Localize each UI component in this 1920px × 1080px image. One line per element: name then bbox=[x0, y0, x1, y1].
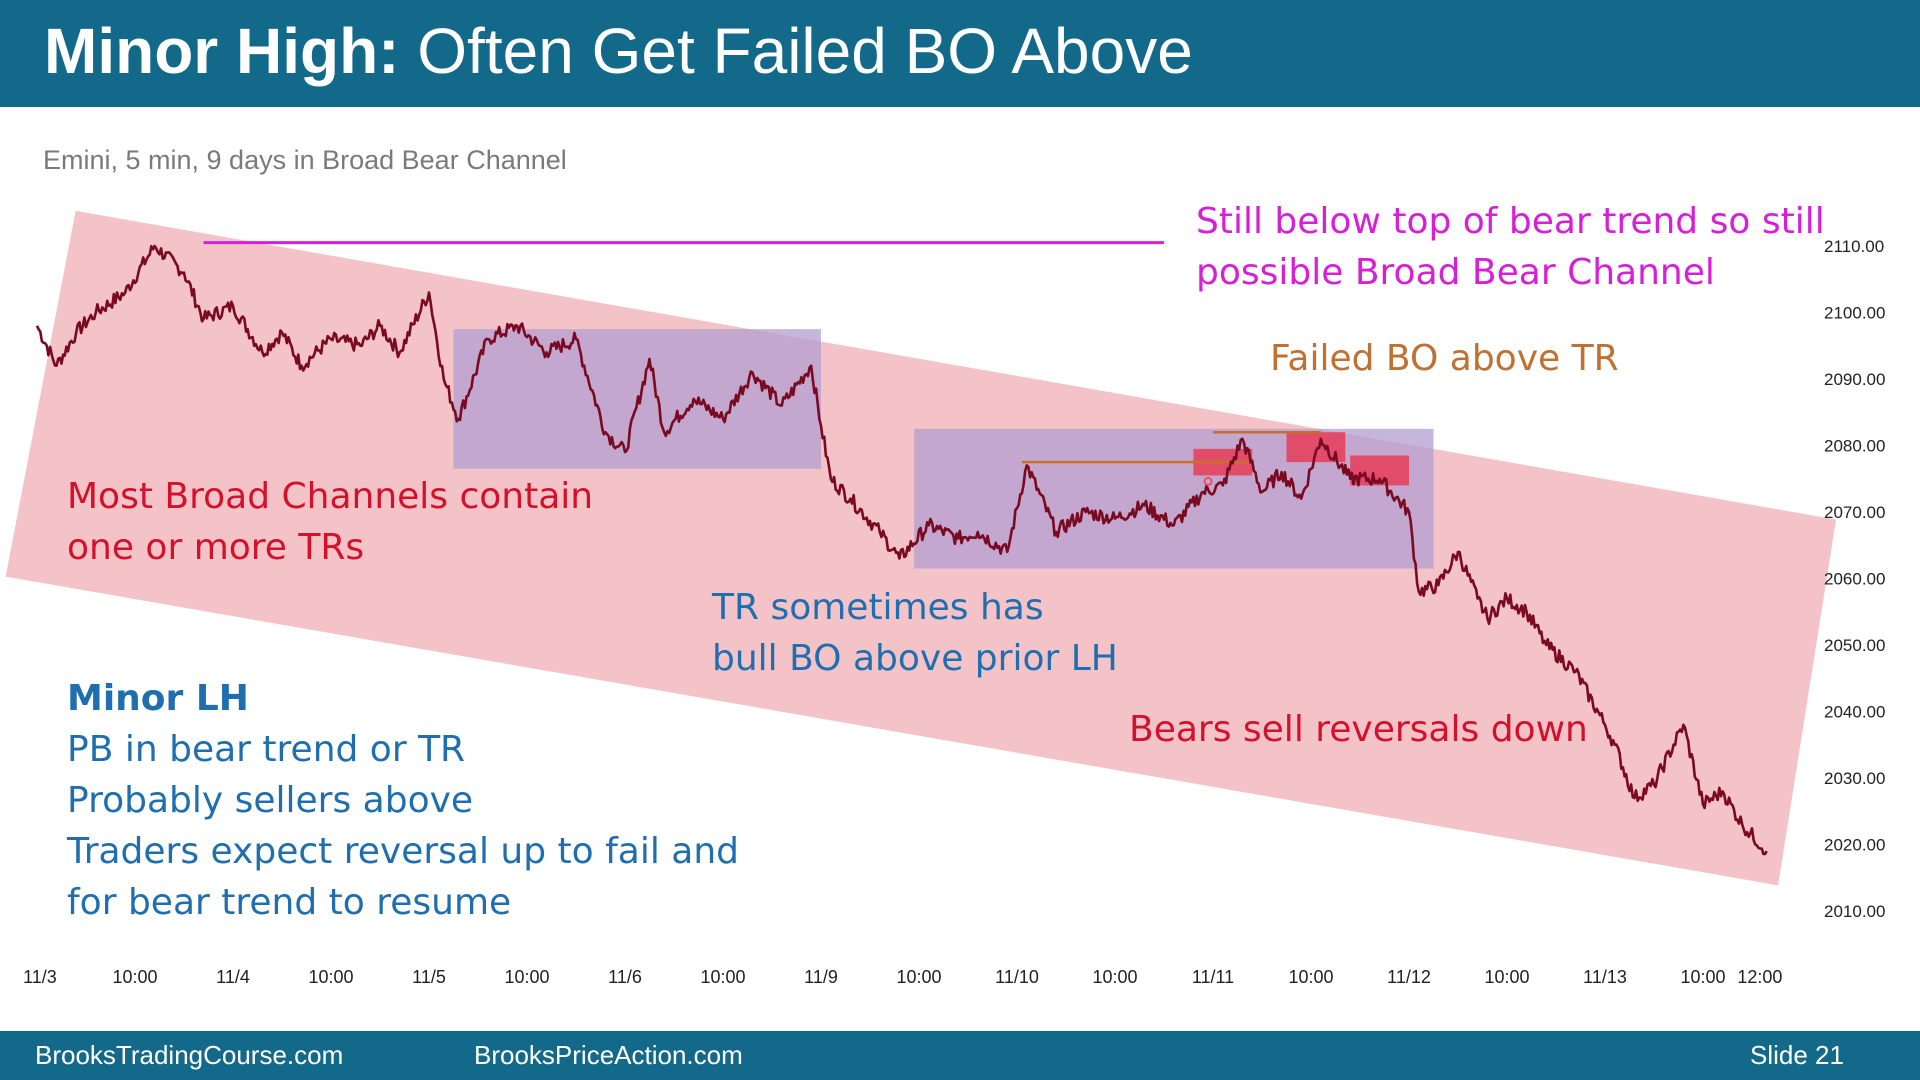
annotation-top: Still below top of bear trend so still p… bbox=[1196, 196, 1825, 298]
annotation-bears: Bears sell reversals down bbox=[1129, 709, 1588, 750]
annotation-tr: TR sometimes has bull BO above prior LH bbox=[712, 582, 1118, 684]
annotation-minor-line3: Traders expect reversal up to fail and bbox=[67, 831, 740, 872]
annotation-minor-line4: for bear trend to resume bbox=[67, 882, 512, 923]
x-tick-label: 11/4 bbox=[216, 967, 250, 987]
x-tick-label: 10:00 bbox=[112, 967, 157, 987]
annotation-tr-line1: TR sometimes has bbox=[712, 587, 1044, 628]
title-rest: Often Get Failed BO Above bbox=[417, 15, 1193, 87]
title-bar bbox=[0, 0, 1920, 107]
annotation-tr-line2: bull BO above prior LH bbox=[712, 638, 1118, 679]
bo-marker bbox=[1203, 476, 1213, 486]
x-tick-label: 10:00 bbox=[896, 967, 941, 987]
footer-site-left: BrooksTradingCourse.com bbox=[35, 1040, 344, 1070]
x-tick-label: 10:00 bbox=[504, 967, 549, 987]
annotation-broad-line2: one or more TRs bbox=[67, 527, 365, 568]
x-tick-label: 11/5 bbox=[412, 967, 446, 987]
x-tick-label: 12:00 bbox=[1737, 967, 1782, 987]
annotation-top-line2: possible Broad Bear Channel bbox=[1196, 252, 1715, 293]
y-tick-label: 2030.00 bbox=[1824, 769, 1885, 788]
trading-range-box-2 bbox=[914, 428, 1434, 569]
x-tick-label: 11/12 bbox=[1387, 967, 1431, 987]
x-tick-label: 11/13 bbox=[1583, 967, 1627, 987]
x-tick-label: 10:00 bbox=[700, 967, 745, 987]
annotation-broad-channels: Most Broad Channels contain one or more … bbox=[67, 471, 593, 573]
annotation-minor-line1: PB in bear trend or TR bbox=[67, 729, 466, 770]
annotation-broad-line1: Most Broad Channels contain bbox=[67, 476, 594, 517]
x-tick-label: 10:00 bbox=[1484, 967, 1529, 987]
y-tick-label: 2060.00 bbox=[1824, 570, 1885, 589]
footer-bar bbox=[0, 1031, 1920, 1080]
slide-title: Minor High: Often Get Failed BO Above bbox=[44, 14, 1193, 88]
y-tick-label: 2110.00 bbox=[1824, 237, 1884, 256]
price-chart: 2010.00 2020.00 2030.00 2040.00 2050.00 2060.… bbox=[5, 210, 1885, 987]
x-tick-label: 10:00 bbox=[1680, 967, 1725, 987]
annotation-top-line1: Still below top of bear trend so still bbox=[1196, 201, 1825, 242]
y-tick-label: 2080.00 bbox=[1824, 437, 1885, 456]
y-tick-label: 2070.00 bbox=[1824, 503, 1885, 522]
slide-number: Slide 21 bbox=[1750, 1040, 1844, 1070]
annotation-minor-lh: Minor LH PB in bear trend or TR Probably… bbox=[67, 673, 739, 928]
y-tick-label: 2090.00 bbox=[1824, 370, 1885, 389]
price-series bbox=[35, 244, 1768, 856]
footer-site-mid: BrooksPriceAction.com bbox=[474, 1040, 743, 1070]
x-tick-label: 11/10 bbox=[995, 967, 1039, 987]
x-tick-label: 11/9 bbox=[804, 967, 838, 987]
x-tick-label: 10:00 bbox=[1092, 967, 1137, 987]
title-bold: Minor High: bbox=[44, 15, 400, 87]
annotation-minor-line2: Probably sellers above bbox=[67, 780, 474, 821]
y-tick-label: 2050.00 bbox=[1824, 636, 1885, 655]
x-tick-label: 10:00 bbox=[308, 967, 353, 987]
y-tick-label: 2100.00 bbox=[1824, 304, 1885, 323]
y-tick-label: 2040.00 bbox=[1824, 703, 1885, 722]
x-tick-label: 11/11 bbox=[1192, 967, 1234, 987]
x-tick-label: 11/3 bbox=[23, 967, 57, 987]
x-tick-label: 11/6 bbox=[608, 967, 642, 987]
y-tick-label: 2020.00 bbox=[1824, 836, 1885, 855]
annotation-minor-heading: Minor LH bbox=[67, 678, 249, 719]
y-tick-label: 2010.00 bbox=[1824, 902, 1885, 921]
annotation-failed-bo: Failed BO above TR bbox=[1270, 338, 1619, 379]
chart-subtitle: Emini, 5 min, 9 days in Broad Bear Chann… bbox=[43, 145, 567, 175]
x-tick-label: 10:00 bbox=[1288, 967, 1333, 987]
